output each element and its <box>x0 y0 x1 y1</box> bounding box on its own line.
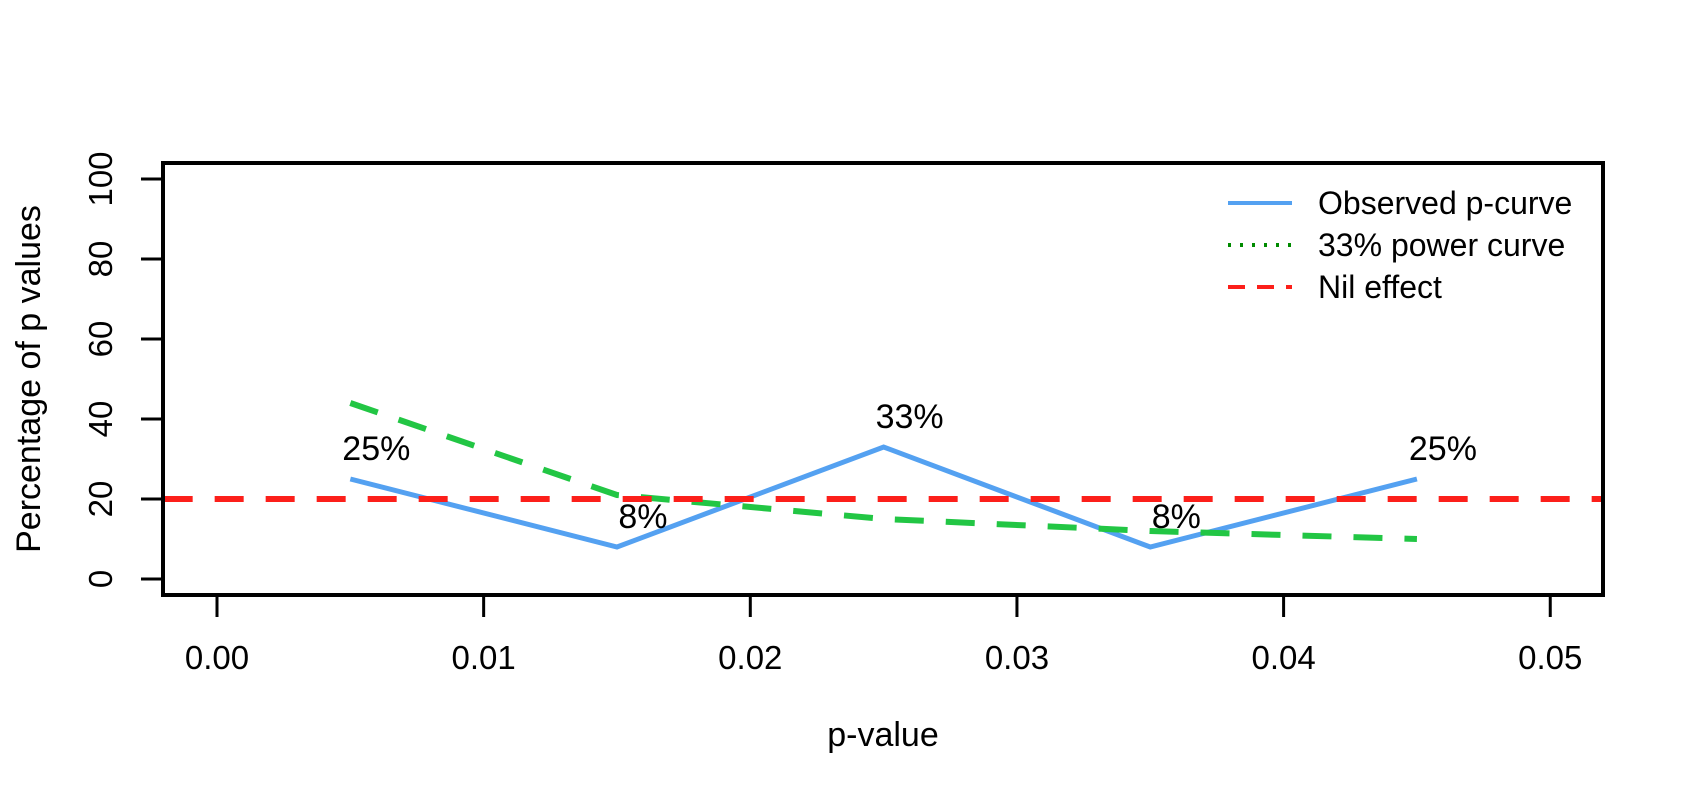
series-line-observed-p-curve <box>349 444 1418 550</box>
x-axis-tick-label: 0.05 <box>1518 639 1582 676</box>
plot-box <box>161 161 1605 597</box>
legend-label-33-power-curve: 33% power curve <box>1318 227 1565 263</box>
point-label: 33% <box>876 398 944 436</box>
series-group <box>163 400 1604 550</box>
x-axis-tick-label: 0.01 <box>452 639 516 676</box>
y-axis-tick-label: 80 <box>82 241 119 278</box>
legend-label-nil-effect: Nil effect <box>1318 269 1442 305</box>
point-label: 25% <box>1409 430 1477 468</box>
x-axis-tick-label: 0.03 <box>985 639 1049 676</box>
y-axis-tick-label: 20 <box>82 481 119 518</box>
point-label: 8% <box>618 498 667 536</box>
x-axis-tick-label: 0.00 <box>185 639 249 676</box>
x-axis-title: p-value <box>827 716 939 754</box>
y-axis-tick-label: 0 <box>82 570 119 588</box>
y-axis-tick-label: 100 <box>82 151 119 206</box>
point-label: 25% <box>342 430 410 468</box>
labels-group: p-value Percentage of p values 25% 8% 33% 8% 2… <box>10 205 1477 754</box>
plot-box-group <box>161 161 1605 597</box>
point-label: 8% <box>1152 498 1201 536</box>
legend-group: Observed p-curve 33% power curve Nil effec… <box>1228 185 1572 305</box>
legend-label-observed-p-curve: Observed p-curve <box>1318 185 1572 221</box>
x-axis-tick-label: 0.02 <box>718 639 782 676</box>
y-axis-tick-label: 40 <box>82 401 119 438</box>
y-axis-tick-label: 60 <box>82 321 119 358</box>
y-axis-title: Percentage of p values <box>10 205 48 553</box>
axes-group: 0.00 0.01 0.02 0.03 0.04 0.05 0 20 40 60 80 100 <box>82 151 1582 676</box>
x-axis-tick-label: 0.04 <box>1251 639 1315 676</box>
